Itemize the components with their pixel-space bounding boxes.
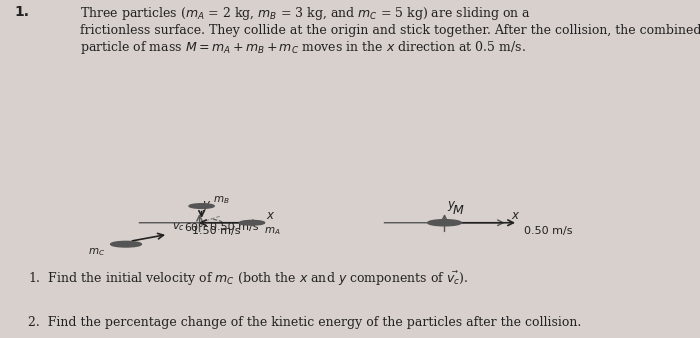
Text: M: M [453,204,463,217]
Circle shape [189,204,214,208]
Text: $m_C$: $m_C$ [88,246,105,258]
Text: y: y [447,197,454,211]
Text: 1.  Find the initial velocity of $m_C$ (both the $x$ and $y$ components of $\vec: 1. Find the initial velocity of $m_C$ (b… [28,270,468,288]
Text: y: y [202,197,209,211]
Text: $m_B$: $m_B$ [213,194,230,206]
Text: 1.: 1. [14,5,29,19]
Text: Three particles ($m_A$ = 2 kg, $m_B$ = 3 kg, and $m_C$ = 5 kg) are sliding on a
: Three particles ($m_A$ = 2 kg, $m_B$ = 3… [80,5,700,56]
Text: x: x [266,209,273,222]
Text: $m_A$: $m_A$ [264,225,281,237]
Circle shape [239,220,265,225]
Text: 1.50 m/s: 1.50 m/s [193,226,241,236]
Text: 60°: 60° [184,223,204,233]
Text: x: x [511,209,518,222]
Circle shape [428,220,461,226]
Circle shape [111,241,141,247]
Text: $v_c$: $v_c$ [172,221,185,233]
Text: 2.  Find the percentage change of the kinetic energy of the particles after the : 2. Find the percentage change of the kin… [28,316,581,329]
Text: 0.50 m/s: 0.50 m/s [524,226,572,236]
Text: 0.50 m/s: 0.50 m/s [210,222,258,232]
